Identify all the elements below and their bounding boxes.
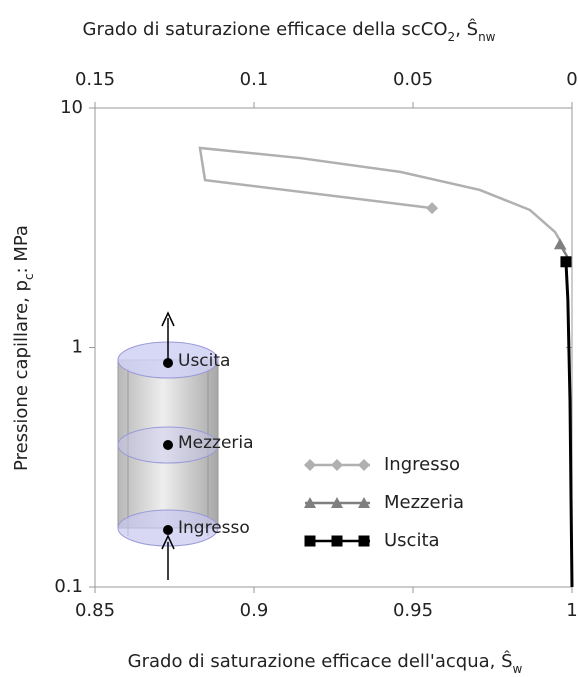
y-axis-title: Pressione capillare, pc: MPa <box>11 225 36 471</box>
point <box>163 358 173 368</box>
legend-marker <box>358 497 370 508</box>
arrow-head <box>161 311 175 327</box>
point <box>163 440 173 450</box>
x-tick-label: 1 <box>566 600 577 621</box>
x2-axis-title-part: Grado di saturazione efficace della scCO <box>83 19 448 40</box>
x2-axis-title-part: nw <box>478 30 496 44</box>
x2-axis-title-part: 2 <box>448 30 456 44</box>
legend-label: Ingresso <box>384 454 460 475</box>
y-axis-title-part: : MPa <box>11 225 32 273</box>
point <box>163 525 173 535</box>
y-axis-title-part: Pressione capillare, p <box>11 280 32 471</box>
legend-label: Uscita <box>384 530 440 551</box>
x-tick-label: 0.95 <box>393 600 433 621</box>
annotation: Ingresso <box>178 518 250 538</box>
legend-marker <box>331 497 343 508</box>
marker <box>426 202 439 215</box>
x2-axis-title: Grado di saturazione efficace della scCO… <box>83 18 496 44</box>
legend-marker <box>304 497 316 508</box>
y-tick-label: 10 <box>60 97 83 118</box>
x2-tick-label: 0.1 <box>240 69 269 90</box>
x-tick-label: 0.85 <box>75 600 115 621</box>
x-axis-title: Grado di saturazione efficace dell'acqua… <box>128 650 523 676</box>
marker <box>560 256 572 268</box>
legend-marker <box>304 535 316 547</box>
x-tick-label: 0.9 <box>240 600 269 621</box>
legend-item: Mezzeria <box>304 492 464 513</box>
legend-label: Mezzeria <box>384 492 464 513</box>
annotation: Mezzeria <box>178 433 254 453</box>
series-line <box>198 146 567 251</box>
legend-item: Uscita <box>304 530 440 551</box>
x2-tick-label: 0.15 <box>75 69 115 90</box>
x2-tick-label: 0.05 <box>393 69 433 90</box>
y-tick-label: 0.1 <box>54 576 83 597</box>
x-axis-title-part: Grado di saturazione efficace dell'acqua… <box>128 650 513 672</box>
marker <box>553 238 566 250</box>
legend-marker <box>304 459 316 471</box>
legend-marker <box>358 459 370 471</box>
legend-marker <box>331 459 343 471</box>
legend-marker <box>331 535 343 547</box>
y-tick-label: 1 <box>72 337 83 358</box>
series-line <box>564 261 574 588</box>
arrow-head <box>161 534 175 550</box>
inset-cylinder: Uscita Mezzeria Ingresso <box>117 311 254 580</box>
annotation: Uscita <box>178 351 230 371</box>
x-axis-title-part: w <box>513 662 523 676</box>
y-axis-title-part: c <box>22 273 36 280</box>
legend-item: Ingresso <box>304 454 460 475</box>
legend-marker <box>358 535 370 547</box>
x2-axis-title-part: , Ŝ <box>455 18 478 40</box>
x2-tick-label: 0 <box>566 69 577 90</box>
